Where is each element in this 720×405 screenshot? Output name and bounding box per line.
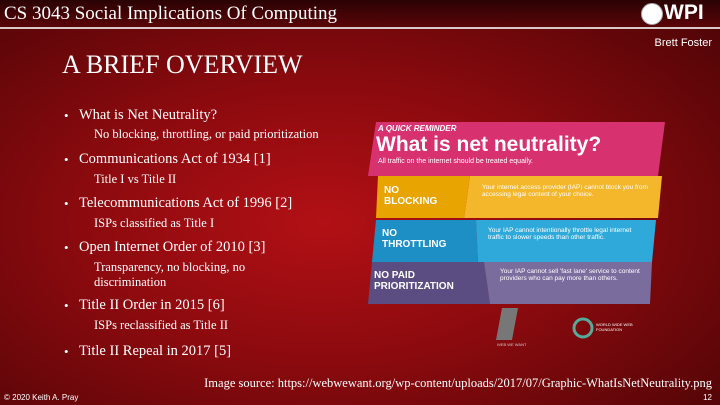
bullet-text: What is Net Neutrality?: [79, 107, 218, 123]
header-bar: [0, 0, 720, 27]
graphic-heading: What is net neutrality?: [376, 133, 602, 156]
kicker: A QUICK REMINDER: [378, 124, 457, 133]
bullet: •: [64, 240, 69, 255]
row-label: NO BLOCKING: [384, 185, 438, 207]
panel: [464, 176, 662, 218]
bullet: •: [64, 152, 69, 167]
logo-mark: [496, 308, 518, 340]
author: Brett Foster: [654, 37, 712, 49]
bullet-text: Open Internet Order of 2010 [3]: [79, 239, 266, 255]
seal: [641, 3, 663, 25]
page-number: 12: [703, 393, 712, 402]
bullet-text: Telecommunications Act of 1996 [2]: [79, 195, 293, 211]
row-label: NO THROTTLING: [382, 228, 447, 250]
sub-bullet-text: ISPs reclassified as Title II: [94, 318, 229, 332]
panel: [476, 220, 656, 262]
sub-bullet-text: Title I vs Title II: [94, 172, 177, 186]
panel: [372, 220, 478, 262]
image-source: Image source: https://webwewant.org/wp-c…: [204, 376, 712, 390]
panel: [368, 122, 665, 176]
bullet: •: [64, 108, 69, 123]
bullet-text: Communications Act of 1934 [1]: [79, 151, 271, 167]
panel: [484, 262, 652, 304]
row-label: NO PAID PRIORITIZATION: [374, 270, 454, 292]
row-text: Your internet access provider (IAP) cann…: [482, 184, 648, 198]
header-rule: [0, 27, 720, 29]
bullet-text: Title II Repeal in 2017 [5]: [79, 343, 232, 359]
sub-bullet-text: ISPs classified as Title I: [94, 216, 215, 230]
bullet-text: Title II Order in 2015 [6]: [79, 297, 225, 313]
logo-text: WEB WE WANT: [497, 342, 527, 347]
panel: [376, 176, 470, 218]
row-text: Your IAP cannot intentionally throttle l…: [488, 227, 632, 241]
bullet: •: [64, 344, 69, 359]
slide-title: A BRIEF OVERVIEW: [62, 50, 303, 79]
bullet: •: [64, 196, 69, 211]
logo-mark: [572, 317, 594, 339]
panel: [368, 262, 490, 304]
graphic-subheading: All traffic on the internet should be tr…: [378, 158, 534, 165]
logo: WPI: [664, 1, 704, 24]
copyright: © 2020 Keith A. Pray: [4, 393, 79, 402]
row-text: Your IAP cannot sell 'fast lane' service…: [500, 268, 640, 282]
sub-bullet-text: No blocking, throttling, or paid priorit…: [94, 127, 319, 141]
bullet: •: [64, 298, 69, 313]
sub-bullet-text: Transparency, no blocking, no discrimina…: [94, 260, 246, 289]
logo-text: WORLD WIDE WEB FOUNDATION: [596, 322, 633, 332]
course-title: CS 3043 Social Implications Of Computing: [4, 3, 338, 24]
infographic: [368, 122, 665, 340]
